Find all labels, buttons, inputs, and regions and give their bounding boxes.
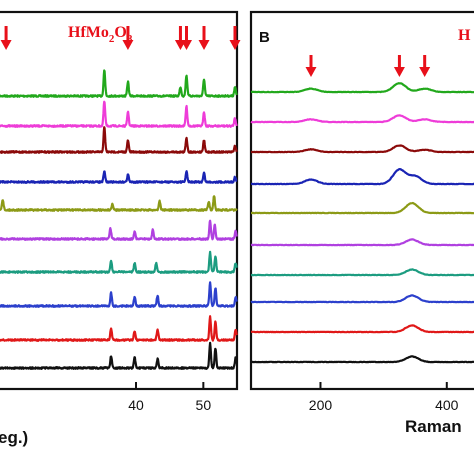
panel-a-ticks: 40 50 — [128, 382, 211, 413]
panel-b-series-line-10 — [250, 355, 474, 364]
panel-a-series-line-10 — [0, 341, 238, 370]
panel-b-series-group — [250, 82, 474, 364]
panel-b-series-line-5 — [250, 201, 474, 215]
panel-a-series-line-8 — [0, 281, 238, 308]
panel-b-series-line-4 — [250, 168, 474, 186]
panel-b-series-line-8 — [250, 294, 474, 304]
panel-b-raman: B H 200 400 Raman — [249, 10, 474, 436]
panel-a-arrows — [0, 26, 241, 50]
panel-a-series-line-5 — [0, 195, 238, 212]
panel-a-tick-label-40: 40 — [128, 397, 144, 413]
panel-b-series-line-3 — [250, 144, 474, 154]
panel-a-series-line-7 — [0, 250, 238, 274]
panel-b-annotation: H — [458, 27, 471, 44]
panel-b-series-line-7 — [250, 268, 474, 277]
panel-a-arrow-head-6 — [229, 40, 241, 50]
panel-a-series-line-4 — [0, 170, 238, 184]
panel-a-series-line-3 — [0, 126, 238, 154]
panel-a-series-line-6 — [0, 219, 238, 241]
panel-a-series-group — [0, 69, 238, 370]
panel-a-xrd: 40 50 HfMo2O8 eg.) — [0, 10, 241, 447]
panel-a-series-line-9 — [0, 315, 238, 342]
panel-a-xlabel: eg.) — [0, 428, 28, 447]
panel-b-tick-label-200: 200 — [309, 397, 333, 413]
panel-a-series-line-2 — [0, 100, 238, 128]
panel-b-xlabel: Raman — [405, 417, 462, 436]
panel-a-arrow-head-1 — [0, 40, 12, 50]
panel-b-series-line-9 — [250, 324, 474, 334]
panel-a-arrow-head-5 — [198, 40, 210, 50]
panel-b-tick-label-400: 400 — [435, 397, 459, 413]
panel-b-series-line-6 — [250, 238, 474, 247]
panel-b-ticks: 200 400 — [309, 382, 459, 413]
panel-b-arrow-head-3 — [419, 67, 431, 77]
panel-a-tick-label-50: 50 — [196, 397, 212, 413]
panel-a-arrow-head-2 — [122, 40, 134, 50]
panel-b-arrows — [305, 55, 431, 77]
panel-a-frame — [0, 10, 239, 391]
panel-b-letter: B — [259, 29, 270, 46]
panel-a-arrow-head-4 — [181, 40, 193, 50]
panel-b-series-line-1 — [250, 82, 474, 94]
panel-b-frame — [249, 10, 474, 391]
panel-b-series-line-2 — [250, 114, 474, 124]
panel-b-arrow-head-2 — [393, 67, 405, 77]
panel-a-annotation: HfMo2O8 — [68, 24, 133, 45]
panel-b-arrow-head-1 — [305, 67, 317, 77]
panel-a-series-line-1 — [0, 69, 238, 98]
